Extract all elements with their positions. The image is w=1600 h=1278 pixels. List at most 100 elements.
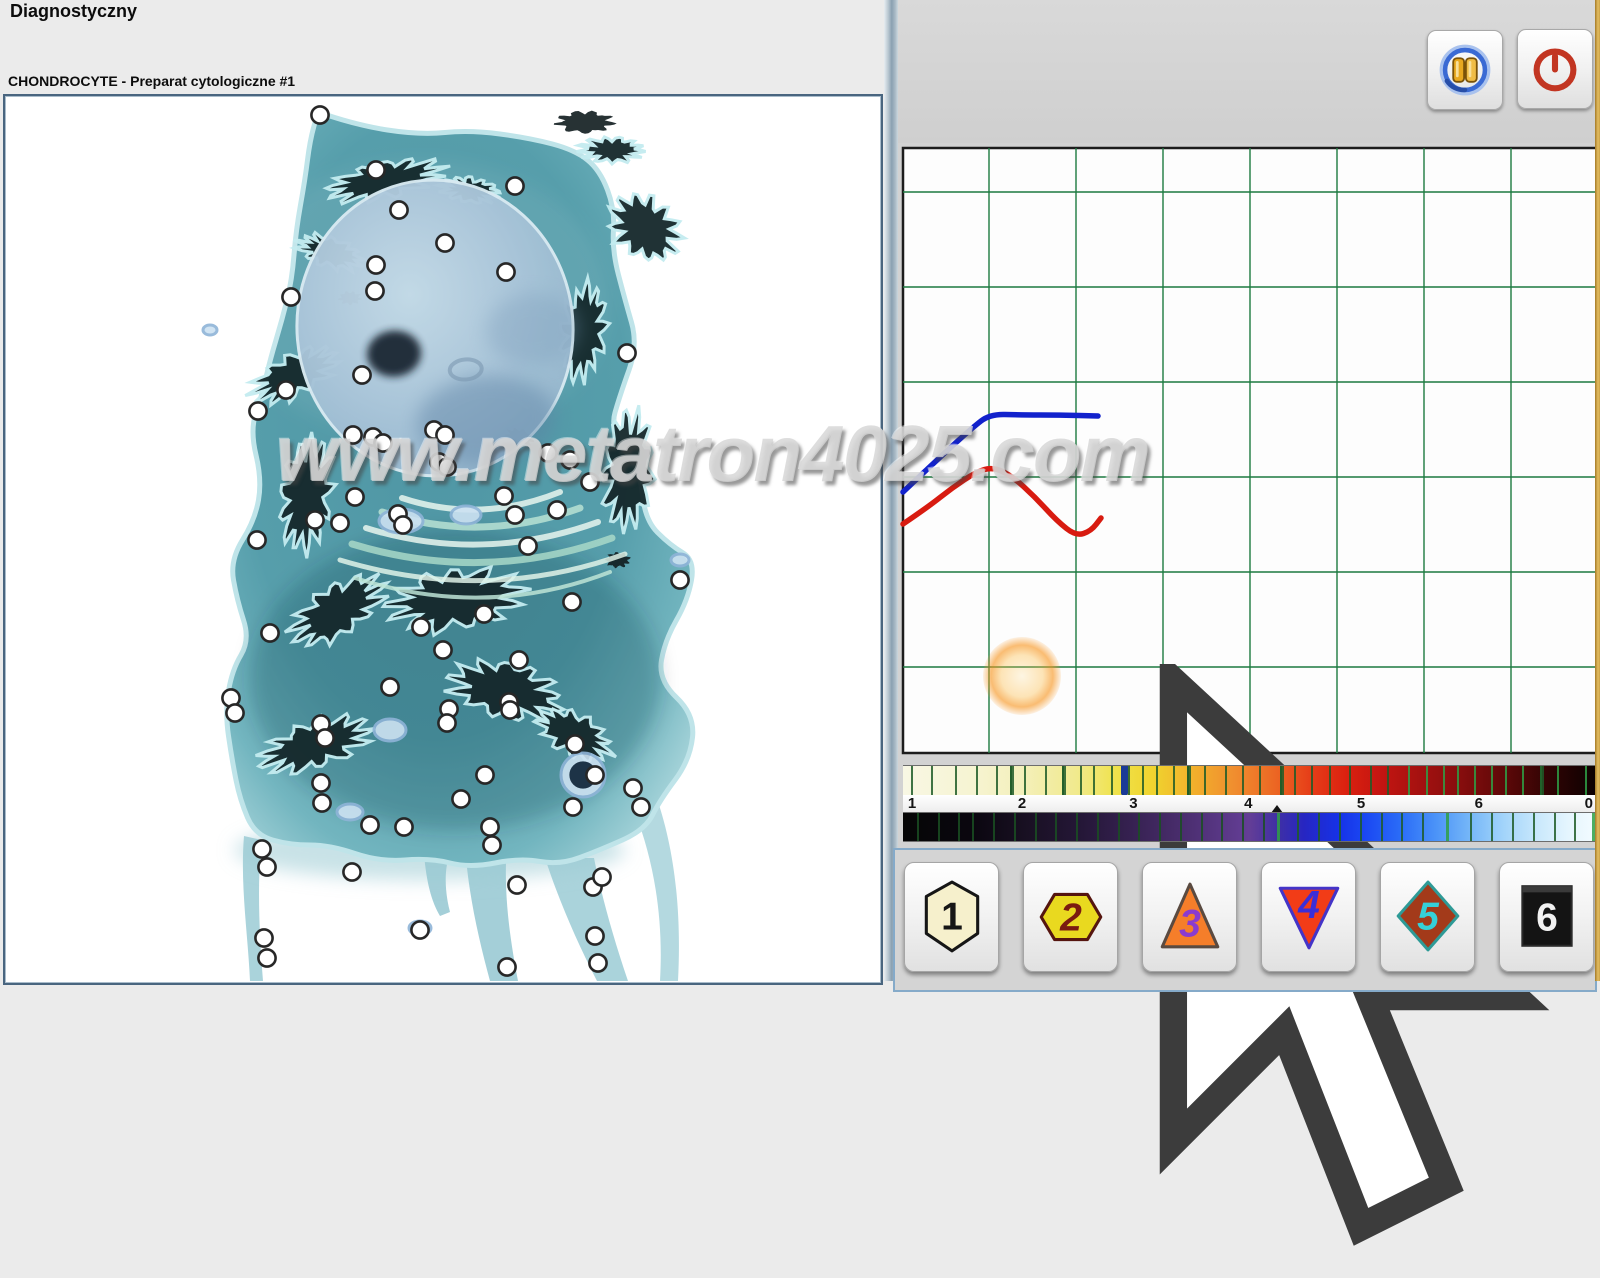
chondrocyte-cell-image: [201, 105, 696, 981]
spectrum-tick: [958, 813, 961, 841]
spectrum-tick: [975, 766, 978, 796]
spectrum-tick: [1179, 813, 1182, 841]
power-button[interactable]: [1517, 29, 1593, 109]
spectrum-tick: [1584, 766, 1587, 796]
spectrum-tick: [1096, 813, 1099, 841]
spectrum-tick: [1574, 813, 1577, 841]
spectrum-caret-marker: [1271, 805, 1284, 813]
spectrum-tick: [1539, 766, 1544, 796]
entropy-level-button-6[interactable]: 6: [1499, 862, 1594, 972]
spectrum-tick: [1370, 766, 1373, 796]
spectrum-tick: [1141, 766, 1144, 796]
spectrum-scale-label: 3: [1129, 795, 1138, 812]
spectrum-tick: [1408, 766, 1411, 796]
spectrum-tick: [1055, 813, 1058, 841]
svg-text:6: 6: [1536, 896, 1558, 939]
entropy-level-button-2[interactable]: 2: [1023, 862, 1118, 972]
diamond-icon: 5: [1396, 880, 1459, 952]
spectrum-tick: [1117, 813, 1120, 841]
measurement-points: [221, 105, 690, 977]
spectrum-tick: [1422, 813, 1424, 841]
spectrum-tick: [1505, 766, 1507, 796]
entropy-level-button-4[interactable]: 4: [1261, 862, 1356, 972]
spectrum-tick: [1446, 813, 1450, 841]
spectrum-tick: [1062, 766, 1067, 796]
spectrum-tick: [1456, 766, 1459, 796]
power-icon: [1533, 48, 1577, 92]
spectrum-tick: [1221, 813, 1224, 841]
spectrum-scale-label: 2: [1017, 795, 1027, 812]
app-title: Diagnostyczny: [10, 1, 138, 21]
spectrum-tick: [1473, 766, 1476, 796]
triangle-up-icon: 3: [1160, 882, 1219, 949]
spectrum-tick: [1553, 813, 1556, 841]
spectrum-tick: [1044, 766, 1047, 796]
hexagon-horizontal-icon: 2: [1039, 892, 1102, 942]
spectrum-bar-cool: [903, 812, 1595, 842]
spectrum-tick: [1401, 813, 1404, 841]
spectrum-tick: [1359, 813, 1362, 841]
spectrum-tick: [1024, 766, 1027, 796]
spectrum-tick: [1491, 813, 1494, 841]
spectrum-tick: [1013, 813, 1016, 841]
spectrum-tick: [1425, 766, 1428, 796]
square-icon: 6: [1520, 885, 1573, 947]
spectrum-tick: [1224, 766, 1227, 796]
spectrum-tick: [1311, 766, 1314, 796]
compare-button[interactable]: [1427, 30, 1503, 110]
spectrum-tick: [1127, 766, 1130, 796]
spectrum-tick: [1110, 766, 1113, 796]
spectrum-scale-label: 0: [1584, 795, 1593, 812]
spectrum-tick: [1262, 813, 1265, 841]
spectrum-tick: [1512, 813, 1514, 841]
right-toolbar: [898, 0, 1600, 145]
entropy-level-panel: 1 2 3 4 5 6: [893, 848, 1597, 992]
spectrum-tick: [930, 766, 933, 796]
spectrum-tick: [1491, 766, 1494, 796]
spectrum-tick: [954, 766, 957, 796]
spectrum-tick: [1318, 813, 1321, 841]
spectrum-tick: [1294, 766, 1296, 796]
graph-plot: [900, 146, 1599, 755]
spectrum-tick: [1328, 766, 1331, 796]
entropy-level-button-1[interactable]: 1: [904, 862, 999, 972]
binoculars-icon: [1439, 44, 1491, 96]
spectrum-tick: [993, 813, 995, 841]
spectrum-tick: [937, 813, 940, 841]
svg-text:1: 1: [941, 895, 963, 938]
spectrum-tick: [1186, 766, 1191, 796]
entropy-level-button-3[interactable]: 3: [1142, 862, 1237, 972]
spectrum-tick: [1259, 766, 1262, 796]
spectrum-tick: [1339, 813, 1341, 841]
hexagon-vertical-icon: 1: [924, 880, 979, 953]
spectrum-position-marker: [1121, 766, 1129, 796]
spectrum-scale-labels: 1 2 3 4 5 6 0: [903, 795, 1595, 813]
spectrum-tick: [1200, 813, 1203, 841]
cell-image-panel: [3, 94, 883, 985]
spectrum-scale-label: 6: [1474, 795, 1483, 812]
left-region: Diagnostyczny CHONDROCYTE - Preparat cyt…: [0, 0, 884, 985]
spectrum-tick: [1159, 813, 1161, 841]
svg-text:3: 3: [1179, 903, 1201, 946]
svg-text:5: 5: [1417, 895, 1440, 938]
spectrum-tick: [1556, 766, 1559, 796]
specimen-title: CHONDROCYTE - Preparat cytologiczne #1: [8, 73, 296, 89]
spectrum-tick: [1277, 813, 1281, 841]
spectrum-scales: 1 2 3 4 5 6 0: [903, 765, 1595, 842]
spectrum-tick: [1010, 766, 1015, 796]
window-edge-accent: [1595, 0, 1600, 981]
panel-divider: [884, 0, 898, 981]
spectrum-tick: [1076, 813, 1078, 841]
spectrum-tick: [972, 813, 975, 841]
spectrum-tick: [996, 766, 999, 796]
right-region: 1 2 3 4 5 6 0 1 2 3 4 5 6: [893, 0, 1600, 1246]
spectrum-bar-warm: [903, 765, 1595, 797]
spectrum-tick: [1532, 813, 1535, 841]
spectrum-tick: [911, 766, 914, 796]
entropy-level-button-5[interactable]: 5: [1380, 862, 1475, 972]
svg-text:4: 4: [1297, 884, 1320, 927]
entropy-level-buttons: 1 2 3 4 5 6: [904, 862, 1594, 972]
spectrum-tick: [1297, 813, 1300, 841]
spectrum-tick: [916, 813, 919, 841]
spectrum-scale-label: 1: [907, 795, 917, 812]
